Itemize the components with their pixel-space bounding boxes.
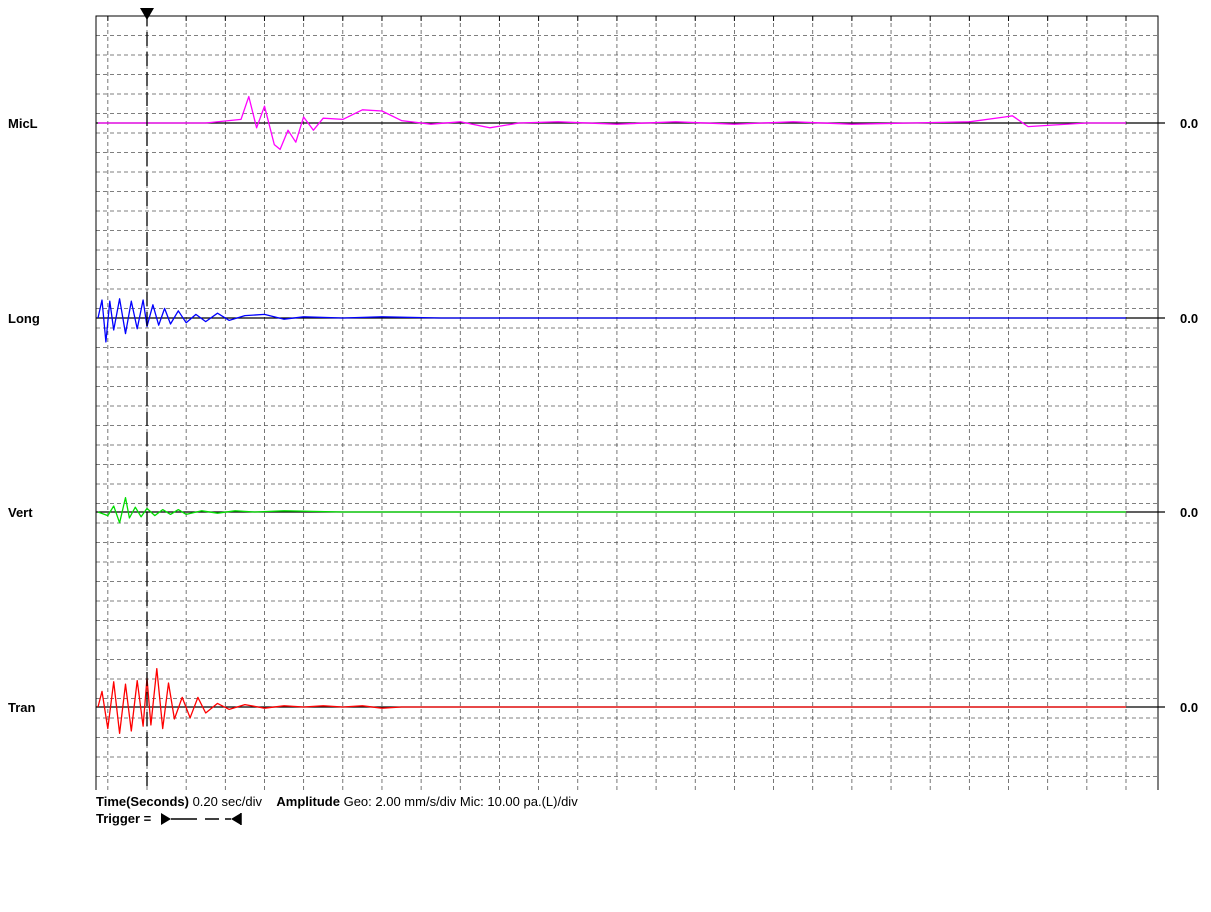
trace-long [97,298,1126,343]
trigger-marker [140,8,154,790]
channel-labels: MicL 0.0 Long 0.0 Vert 0.0 Tran 0.0 [8,116,1198,715]
channel-value-long: 0.0 [1180,311,1198,326]
trigger-label: Trigger = [96,811,152,826]
channel-label-tran: Tran [8,700,36,715]
amplitude-label: Amplitude [276,794,340,809]
time-value: 0.20 sec/div [192,794,262,809]
grid [96,16,1158,790]
trace-tran [97,667,1126,735]
chart-footer: Time(Seconds) 0.20 sec/div Amplitude Geo… [96,793,578,827]
channel-value-tran: 0.0 [1180,700,1198,715]
amplitude-value: Geo: 2.00 mm/s/div Mic: 10.00 pa.(L)/div [343,794,578,809]
trace-micl [98,95,1126,151]
trigger-legend: Trigger = [96,810,578,827]
trigger-top-marker-icon [140,8,154,20]
channel-label-long: Long [8,311,40,326]
trace-vert [97,496,1126,524]
plot-frame [95,15,1159,790]
trigger-symbol-icon [161,812,243,825]
scale-info: Time(Seconds) 0.20 sec/div Amplitude Geo… [96,793,578,810]
channel-label-vert: Vert [8,505,33,520]
channel-label-micl: MicL [8,116,38,131]
channel-value-micl: 0.0 [1180,116,1198,131]
series-traces [97,95,1126,735]
channel-value-vert: 0.0 [1180,505,1198,520]
time-label: Time(Seconds) [96,794,189,809]
